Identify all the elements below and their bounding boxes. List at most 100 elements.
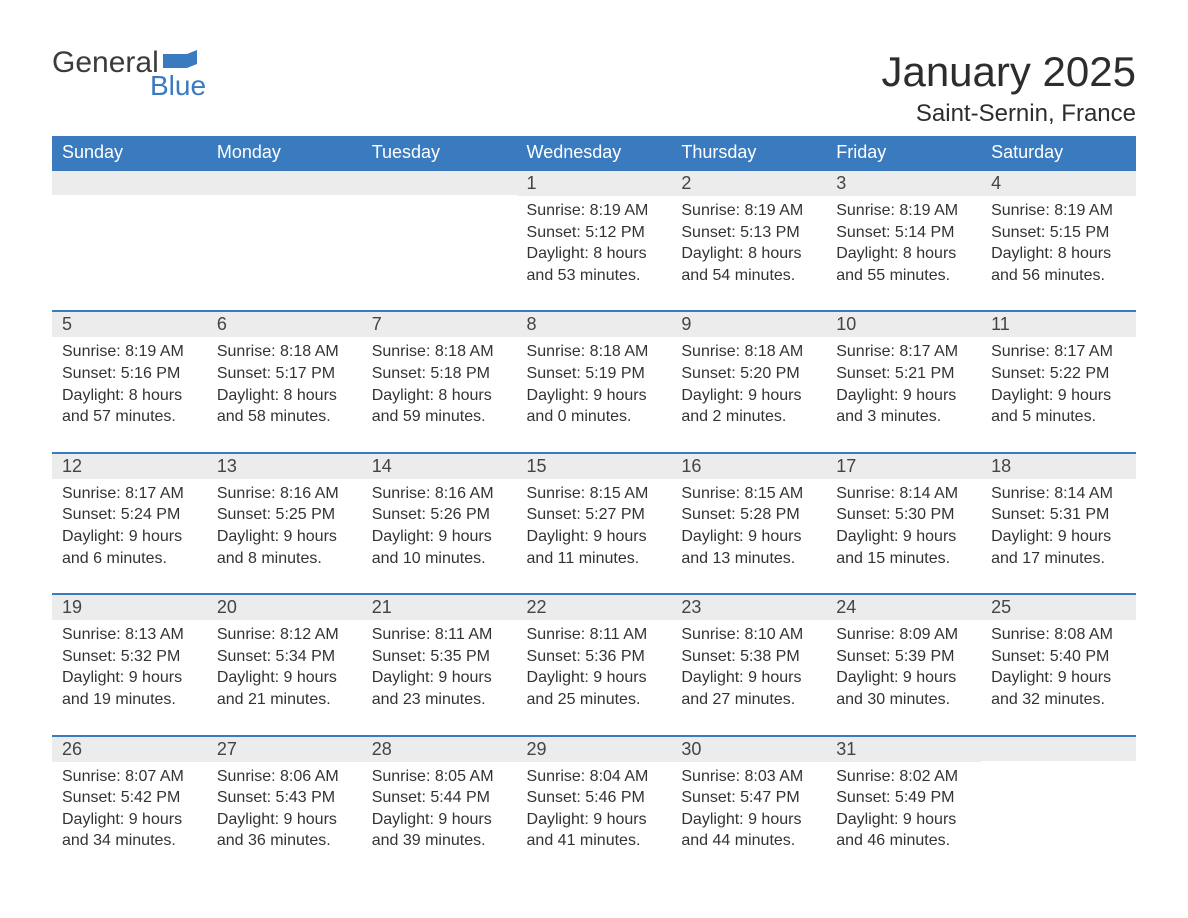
day-detail: Sunrise: 8:18 AMSunset: 5:18 PMDaylight:…	[362, 337, 517, 427]
day-number: 24	[826, 595, 981, 620]
day-sunrise: Sunrise: 8:19 AM	[991, 200, 1126, 222]
day-header: Thursday	[671, 136, 826, 170]
day-detail: Sunrise: 8:11 AMSunset: 5:35 PMDaylight:…	[362, 620, 517, 710]
page-header: General Blue January 2025 Saint-Sernin, …	[52, 48, 1136, 128]
day-d2: and 36 minutes.	[217, 830, 352, 852]
day-d1: Daylight: 8 hours	[681, 243, 816, 265]
day-d2: and 5 minutes.	[991, 406, 1126, 428]
day-d2: and 0 minutes.	[527, 406, 662, 428]
day-cell: 3Sunrise: 8:19 AMSunset: 5:14 PMDaylight…	[826, 170, 981, 311]
day-d1: Daylight: 9 hours	[681, 385, 816, 407]
day-d1: Daylight: 9 hours	[217, 526, 352, 548]
day-detail: Sunrise: 8:11 AMSunset: 5:36 PMDaylight:…	[517, 620, 672, 710]
empty-day-cell	[362, 170, 517, 311]
day-cell: 29Sunrise: 8:04 AMSunset: 5:46 PMDayligh…	[517, 736, 672, 876]
day-detail: Sunrise: 8:15 AMSunset: 5:27 PMDaylight:…	[517, 479, 672, 569]
day-d1: Daylight: 9 hours	[62, 667, 197, 689]
day-number: 2	[671, 171, 826, 196]
day-sunrise: Sunrise: 8:14 AM	[991, 483, 1126, 505]
day-cell: 15Sunrise: 8:15 AMSunset: 5:27 PMDayligh…	[517, 453, 672, 594]
day-cell: 25Sunrise: 8:08 AMSunset: 5:40 PMDayligh…	[981, 594, 1136, 735]
day-cell: 27Sunrise: 8:06 AMSunset: 5:43 PMDayligh…	[207, 736, 362, 876]
day-number: 27	[207, 737, 362, 762]
day-cell: 6Sunrise: 8:18 AMSunset: 5:17 PMDaylight…	[207, 311, 362, 452]
day-number: 14	[362, 454, 517, 479]
day-sunset: Sunset: 5:26 PM	[372, 504, 507, 526]
day-detail: Sunrise: 8:19 AMSunset: 5:16 PMDaylight:…	[52, 337, 207, 427]
calendar-week-row: 1Sunrise: 8:19 AMSunset: 5:12 PMDaylight…	[52, 170, 1136, 311]
calendar-week-row: 12Sunrise: 8:17 AMSunset: 5:24 PMDayligh…	[52, 453, 1136, 594]
day-number: 3	[826, 171, 981, 196]
day-cell: 9Sunrise: 8:18 AMSunset: 5:20 PMDaylight…	[671, 311, 826, 452]
title-block: January 2025 Saint-Sernin, France	[881, 48, 1136, 128]
day-cell: 20Sunrise: 8:12 AMSunset: 5:34 PMDayligh…	[207, 594, 362, 735]
day-sunset: Sunset: 5:14 PM	[836, 222, 971, 244]
day-d2: and 17 minutes.	[991, 548, 1126, 570]
day-number: 9	[671, 312, 826, 337]
day-sunset: Sunset: 5:44 PM	[372, 787, 507, 809]
day-detail: Sunrise: 8:19 AMSunset: 5:14 PMDaylight:…	[826, 196, 981, 286]
day-cell: 11Sunrise: 8:17 AMSunset: 5:22 PMDayligh…	[981, 311, 1136, 452]
day-cell: 7Sunrise: 8:18 AMSunset: 5:18 PMDaylight…	[362, 311, 517, 452]
empty-day-head	[207, 171, 362, 195]
day-d2: and 25 minutes.	[527, 689, 662, 711]
day-sunrise: Sunrise: 8:03 AM	[681, 766, 816, 788]
day-number: 10	[826, 312, 981, 337]
day-d2: and 58 minutes.	[217, 406, 352, 428]
day-sunrise: Sunrise: 8:16 AM	[372, 483, 507, 505]
day-sunrise: Sunrise: 8:09 AM	[836, 624, 971, 646]
day-sunset: Sunset: 5:39 PM	[836, 646, 971, 668]
day-detail: Sunrise: 8:17 AMSunset: 5:24 PMDaylight:…	[52, 479, 207, 569]
day-header: Saturday	[981, 136, 1136, 170]
day-sunset: Sunset: 5:31 PM	[991, 504, 1126, 526]
day-number: 17	[826, 454, 981, 479]
day-d1: Daylight: 9 hours	[836, 526, 971, 548]
day-cell: 2Sunrise: 8:19 AMSunset: 5:13 PMDaylight…	[671, 170, 826, 311]
day-d2: and 13 minutes.	[681, 548, 816, 570]
day-sunset: Sunset: 5:22 PM	[991, 363, 1126, 385]
day-sunrise: Sunrise: 8:19 AM	[527, 200, 662, 222]
calendar-table: SundayMondayTuesdayWednesdayThursdayFrid…	[52, 136, 1136, 876]
location-label: Saint-Sernin, France	[881, 100, 1136, 128]
day-cell: 13Sunrise: 8:16 AMSunset: 5:25 PMDayligh…	[207, 453, 362, 594]
day-d2: and 23 minutes.	[372, 689, 507, 711]
day-d1: Daylight: 9 hours	[681, 667, 816, 689]
day-d2: and 8 minutes.	[217, 548, 352, 570]
day-d2: and 21 minutes.	[217, 689, 352, 711]
day-number: 20	[207, 595, 362, 620]
day-d2: and 27 minutes.	[681, 689, 816, 711]
day-d2: and 41 minutes.	[527, 830, 662, 852]
day-sunset: Sunset: 5:24 PM	[62, 504, 197, 526]
day-d1: Daylight: 9 hours	[372, 809, 507, 831]
day-number: 22	[517, 595, 672, 620]
day-cell: 8Sunrise: 8:18 AMSunset: 5:19 PMDaylight…	[517, 311, 672, 452]
day-d2: and 19 minutes.	[62, 689, 197, 711]
day-d1: Daylight: 9 hours	[991, 385, 1126, 407]
day-detail: Sunrise: 8:05 AMSunset: 5:44 PMDaylight:…	[362, 762, 517, 852]
day-detail: Sunrise: 8:12 AMSunset: 5:34 PMDaylight:…	[207, 620, 362, 710]
day-number: 7	[362, 312, 517, 337]
brand-text-general: General	[52, 48, 159, 78]
day-sunset: Sunset: 5:16 PM	[62, 363, 197, 385]
day-sunrise: Sunrise: 8:15 AM	[681, 483, 816, 505]
day-d2: and 44 minutes.	[681, 830, 816, 852]
calendar-thead: SundayMondayTuesdayWednesdayThursdayFrid…	[52, 136, 1136, 170]
day-sunrise: Sunrise: 8:18 AM	[681, 341, 816, 363]
day-d1: Daylight: 8 hours	[217, 385, 352, 407]
day-sunrise: Sunrise: 8:11 AM	[372, 624, 507, 646]
day-d2: and 11 minutes.	[527, 548, 662, 570]
day-sunrise: Sunrise: 8:10 AM	[681, 624, 816, 646]
day-d2: and 39 minutes.	[372, 830, 507, 852]
day-number: 19	[52, 595, 207, 620]
day-d2: and 15 minutes.	[836, 548, 971, 570]
day-sunrise: Sunrise: 8:19 AM	[836, 200, 971, 222]
day-cell: 5Sunrise: 8:19 AMSunset: 5:16 PMDaylight…	[52, 311, 207, 452]
day-detail: Sunrise: 8:13 AMSunset: 5:32 PMDaylight:…	[52, 620, 207, 710]
day-detail: Sunrise: 8:10 AMSunset: 5:38 PMDaylight:…	[671, 620, 826, 710]
day-detail: Sunrise: 8:17 AMSunset: 5:22 PMDaylight:…	[981, 337, 1136, 427]
day-cell: 26Sunrise: 8:07 AMSunset: 5:42 PMDayligh…	[52, 736, 207, 876]
day-cell: 30Sunrise: 8:03 AMSunset: 5:47 PMDayligh…	[671, 736, 826, 876]
day-d1: Daylight: 9 hours	[836, 385, 971, 407]
day-sunrise: Sunrise: 8:19 AM	[681, 200, 816, 222]
day-sunset: Sunset: 5:35 PM	[372, 646, 507, 668]
